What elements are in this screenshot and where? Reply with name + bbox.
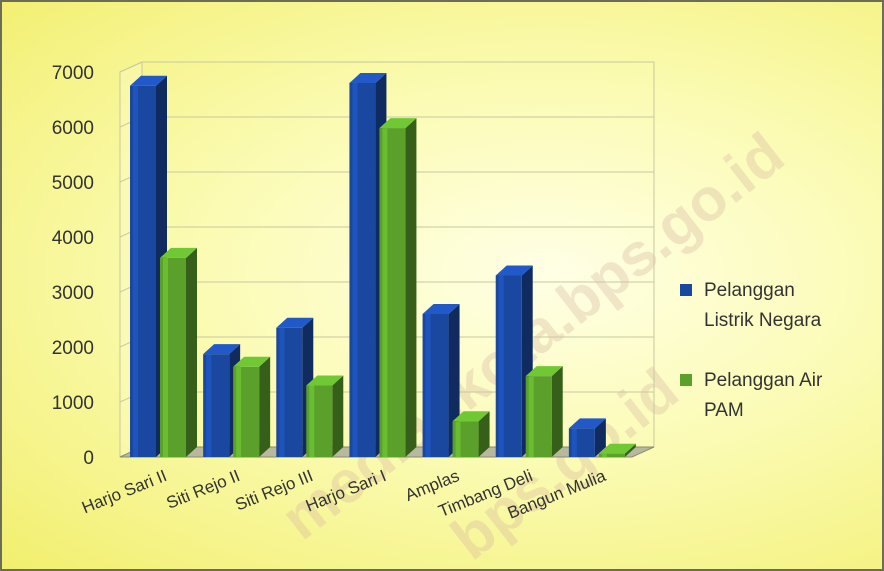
bar <box>233 356 271 457</box>
bar-highlight <box>236 366 242 457</box>
bar <box>525 366 563 457</box>
y-axis-ticks: 0 1000 2000 3000 4000 5000 6000 7000 <box>52 63 94 469</box>
bar-side <box>405 118 417 457</box>
bar-highlight <box>455 421 461 457</box>
bar-highlight <box>279 327 285 457</box>
bar-top <box>422 304 460 314</box>
bar <box>422 304 460 457</box>
y-tick-label: 3000 <box>52 283 94 304</box>
bar-highlight <box>571 428 577 457</box>
bar-highlight <box>528 376 534 457</box>
legend-label: PAM <box>704 400 744 421</box>
bar-highlight <box>382 128 388 457</box>
bar-top <box>379 118 417 129</box>
legend-swatch <box>680 284 692 296</box>
bar-side <box>551 366 563 457</box>
bar <box>452 411 490 457</box>
bar-highlight <box>309 385 315 457</box>
bar <box>160 247 197 457</box>
bar-top <box>452 411 490 422</box>
bar-side <box>478 411 490 457</box>
bar-front <box>598 453 625 457</box>
bar-top <box>276 317 314 328</box>
bar-top <box>525 366 563 377</box>
bar-top <box>495 265 533 276</box>
x-tick-label: Siti Rejo II <box>164 466 243 513</box>
bar <box>379 118 417 457</box>
gridline-side <box>119 61 143 73</box>
bar-top <box>598 443 636 454</box>
bar-top <box>203 344 241 355</box>
bar <box>306 375 344 457</box>
bar-top <box>233 356 271 367</box>
legend-swatch <box>680 374 692 386</box>
legend: Pelanggan Listrik Negara Pelanggan Air PAM <box>680 280 823 421</box>
legend-label: Listrik Negara <box>704 310 822 331</box>
bar-top <box>130 75 167 86</box>
bar-top <box>349 73 387 83</box>
legend-label: Pelanggan Air <box>704 370 823 391</box>
bar-highlight <box>498 275 504 457</box>
bar-highlight <box>206 354 212 457</box>
bar-highlight <box>601 453 607 457</box>
bar <box>568 418 606 457</box>
bar-highlight <box>163 257 168 457</box>
bar-highlight <box>425 314 431 457</box>
bar-highlight <box>352 83 358 457</box>
y-tick-label: 1000 <box>52 393 94 414</box>
bar-side <box>259 356 271 457</box>
y-tick-label: 2000 <box>52 338 94 359</box>
bar-top <box>568 418 606 429</box>
bar <box>276 317 314 457</box>
bar-highlight <box>133 85 138 457</box>
y-tick-label: 6000 <box>52 118 94 139</box>
bar-side <box>594 418 606 457</box>
y-tick-label: 5000 <box>52 173 94 194</box>
bars-layer <box>130 73 636 457</box>
bar-side <box>332 375 344 457</box>
y-tick-label: 4000 <box>52 228 94 249</box>
y-tick-label: 7000 <box>52 63 94 84</box>
bar <box>598 443 636 457</box>
bar-side <box>186 247 197 457</box>
bar-top <box>160 247 197 258</box>
bar-top <box>306 375 344 386</box>
x-tick-label: Harjo Sari II <box>79 466 169 517</box>
y-tick-label: 0 <box>83 448 94 469</box>
legend-label: Pelanggan <box>704 280 795 301</box>
bar-side <box>624 443 636 457</box>
